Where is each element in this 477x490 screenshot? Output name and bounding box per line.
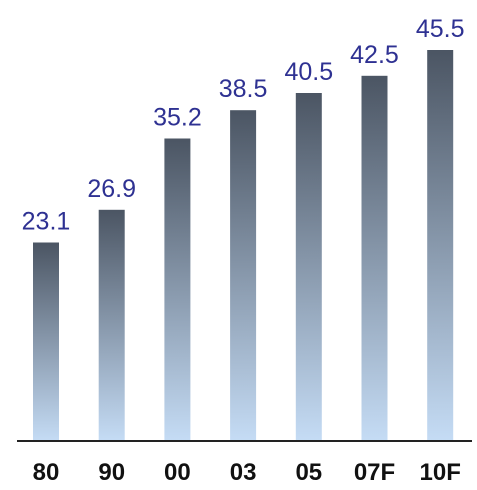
bar-03 bbox=[230, 110, 257, 441]
value-label-10F: 45.5 bbox=[416, 15, 465, 43]
category-label-00: 00 bbox=[164, 459, 191, 486]
value-label-07F: 42.5 bbox=[350, 41, 399, 69]
value-label-80: 23.1 bbox=[22, 208, 71, 236]
category-label-05: 05 bbox=[295, 459, 322, 486]
bar-90 bbox=[98, 209, 125, 441]
category-label-10F: 10F bbox=[420, 459, 461, 486]
value-label-90: 26.9 bbox=[87, 175, 136, 203]
category-label-03: 03 bbox=[230, 459, 257, 486]
category-labels-group: 80 90 00 03 05 07F 10F bbox=[33, 459, 461, 486]
category-label-90: 90 bbox=[98, 459, 125, 486]
value-label-00: 35.2 bbox=[153, 104, 202, 132]
category-label-07F: 07F bbox=[354, 459, 395, 486]
bar-00 bbox=[164, 138, 191, 441]
value-label-03: 38.5 bbox=[219, 75, 268, 103]
value-labels-group: 23.1 26.9 35.2 38.5 40.5 42.5 45.5 bbox=[22, 15, 465, 236]
bar-10F bbox=[427, 50, 454, 441]
bar-80 bbox=[33, 242, 59, 441]
bars-group bbox=[33, 50, 454, 442]
value-label-05: 40.5 bbox=[284, 58, 333, 86]
category-label-80: 80 bbox=[33, 459, 60, 486]
bar-07F bbox=[361, 75, 388, 442]
bar-05 bbox=[295, 93, 322, 441]
